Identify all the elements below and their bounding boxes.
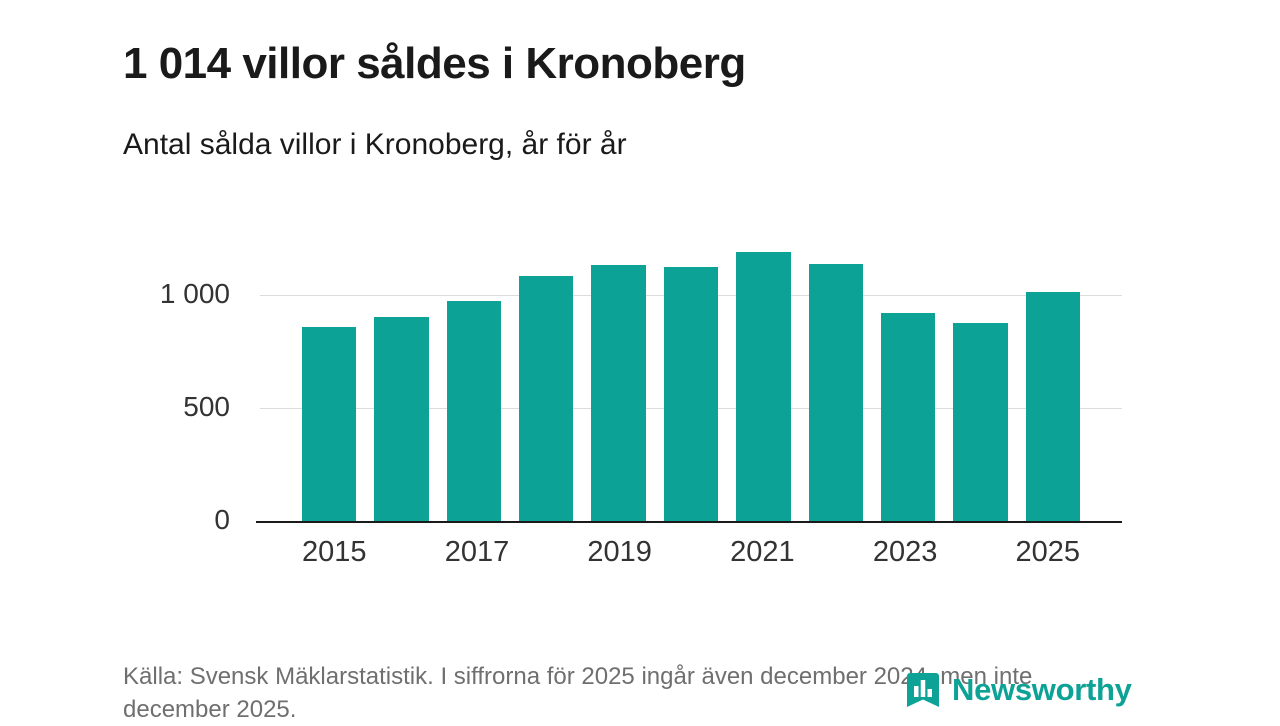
x-tick-label-2023: 2023 xyxy=(872,536,938,568)
x-tick-label-empty xyxy=(385,536,427,569)
x-tick-label-2015: 2015 xyxy=(302,536,367,568)
bar-2019 xyxy=(591,265,646,522)
y-tick-label-500: 500 xyxy=(183,390,230,422)
newsworthy-bookmark-icon xyxy=(907,673,939,707)
bar-2025 xyxy=(1025,292,1080,522)
bar-2020 xyxy=(663,267,719,522)
source-note: Källa: Svensk Mäklarstatistik. I siffror… xyxy=(123,663,1033,724)
y-tick-label-1000: 1 000 xyxy=(159,277,230,309)
newsworthy-logo: Newsworthy xyxy=(903,670,1132,710)
bar-2023 xyxy=(880,313,936,522)
bar-chart xyxy=(256,230,1122,523)
bar-2017 xyxy=(446,301,502,522)
x-tick-label-empty xyxy=(955,536,997,569)
bar-2024 xyxy=(953,323,1008,522)
page-title: 1 014 villor såldes i Kronoberg xyxy=(123,39,746,89)
y-axis: 0 500 1 000 xyxy=(140,230,245,535)
x-tick-label-empty xyxy=(670,536,712,569)
x-axis-line xyxy=(256,521,1122,523)
bar-2018 xyxy=(519,276,574,522)
newsworthy-wordmark: Newsworthy xyxy=(952,672,1132,707)
chart-subtitle: Antal sålda villor i Kronoberg, år för å… xyxy=(123,128,627,161)
bar-2016 xyxy=(374,317,429,522)
x-tick-label-empty xyxy=(527,536,569,569)
x-tick-label-2025: 2025 xyxy=(1015,536,1081,568)
x-tick-label-empty xyxy=(813,536,855,569)
x-tick-label-2021: 2021 xyxy=(730,536,795,568)
x-tick-label-2019: 2019 xyxy=(587,536,652,568)
x-axis-labels: 2015 2017 2019 2021 2023 2025 xyxy=(302,536,1080,569)
bar-2021 xyxy=(736,252,791,522)
x-tick-label-2017: 2017 xyxy=(444,536,510,568)
bars-container xyxy=(302,230,1080,522)
y-tick-label-0: 0 xyxy=(214,504,230,535)
bar-2022 xyxy=(808,264,863,522)
bar-2015 xyxy=(302,327,357,522)
